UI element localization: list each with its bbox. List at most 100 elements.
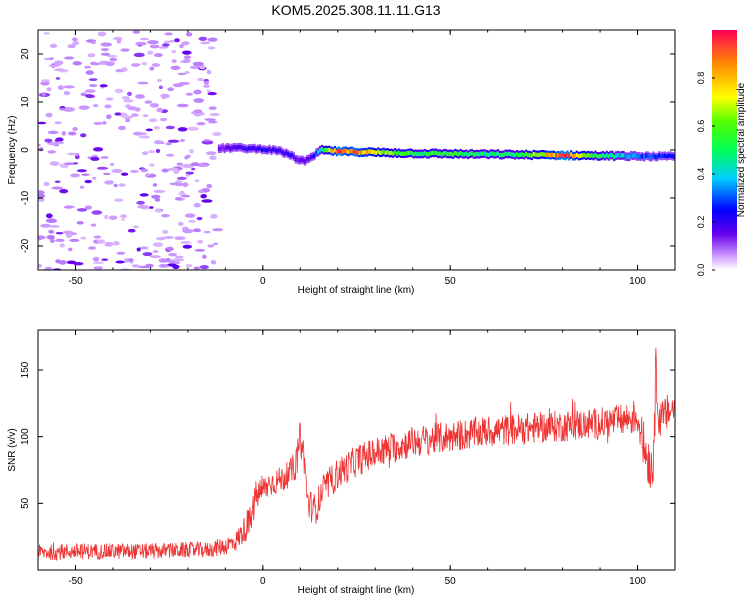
signal-trace-core [557,153,560,158]
signal-trace-core [631,153,635,158]
noise-speckle [104,180,114,185]
noise-speckle [48,229,55,234]
signal-trace-core [390,150,393,156]
signal-trace-core [309,155,312,160]
noise-speckle [64,205,74,209]
noise-speckle [92,256,100,262]
noise-speckle [59,243,65,248]
signal-trace-core [478,152,481,157]
colorbar-tick-label: 0.0 [696,264,706,277]
signal-trace-core [455,151,458,156]
signal-trace-core [343,148,346,153]
signal-trace-core [573,153,576,159]
noise-speckle [172,258,185,262]
signal-trace-core [663,153,666,158]
noise-speckle [208,106,217,110]
signal-trace-core [540,152,543,157]
noise-speckle [55,77,61,80]
signal-trace-core [457,152,460,157]
noise-speckle [43,32,51,35]
noise-speckle [173,171,180,174]
signal-trace-core [401,151,404,156]
signal-trace-core [474,152,477,157]
signal-trace-core [615,153,618,158]
noise-speckle [210,213,218,219]
signal-trace-core [609,152,612,158]
signal-trace-core [671,154,674,159]
noise-speckle [203,84,210,88]
noise-speckle [137,81,149,85]
noise-speckle [133,52,145,58]
noise-speckle [38,147,44,152]
noise-speckle [114,88,124,94]
noise-speckle [196,216,203,221]
noise-speckle [162,43,170,47]
noise-speckle [63,162,76,165]
signal-trace-core [545,152,548,157]
noise-speckle [149,163,155,167]
noise-speckle [66,152,78,156]
noise-speckle [165,142,172,146]
noise-speckle [49,57,54,60]
signal-trace-core [465,151,468,156]
signal-trace-core [502,152,505,157]
noise-speckle [192,228,201,233]
noise-speckle [178,221,184,226]
signal-trace-core [437,151,440,156]
spectrogram-ytick-label: -20 [20,238,31,253]
noise-speckle [200,41,211,45]
signal-trace-core [229,146,232,151]
signal-trace-core [311,154,314,159]
spectrogram-ticks: -50 0 50 100 -20 -10 0 10 20 [20,30,676,287]
signal-trace-core [626,154,629,159]
signal-trace-core [362,150,365,155]
noise-speckle [182,244,192,249]
signal-trace-core [528,152,532,158]
noise-speckle [90,156,100,161]
signal-trace-core [425,152,428,157]
colorbar-tick-label: 0.6 [696,120,706,133]
noise-speckle [156,107,164,113]
noise-speckle [107,54,118,58]
snr-panel: -50 0 50 100 50 100 150 Height of straight lin… [7,329,676,596]
noise-speckle [153,189,166,193]
noise-speckle [178,81,191,86]
signal-trace-core [543,152,547,157]
noise-speckle [168,253,178,257]
signal-trace-core [586,153,590,158]
noise-speckle [149,103,159,108]
signal-trace-core [590,153,593,158]
noise-speckle [156,237,166,241]
noise-speckle [125,118,131,123]
noise-speckle [193,202,201,208]
signal-trace-core [379,150,382,155]
noise-speckle [63,107,76,112]
noise-speckle [78,105,90,110]
noise-speckle [108,215,118,220]
noise-speckle [54,60,64,66]
noise-speckle [67,44,76,49]
noise-speckle [197,239,204,244]
noise-speckle [120,214,127,219]
noise-speckle [184,71,190,74]
signal-trace-core [240,145,243,150]
signal-trace-core [654,154,657,160]
noise-speckle [170,65,181,71]
noise-speckle [166,246,174,252]
signal-trace-core [523,153,526,158]
noise-speckle [66,260,77,265]
noise-speckle [104,104,112,109]
spectrogram-signal-trace [217,142,675,166]
noise-speckle [180,240,192,245]
signal-trace-core [354,150,357,155]
signal-trace-core [384,150,387,155]
noise-speckle [121,96,130,100]
signal-trace-core [605,152,608,158]
noise-speckle [51,186,64,190]
noise-speckle [38,190,45,195]
noise-speckle [182,182,189,188]
noise-speckle [64,56,75,60]
signal-trace-core [643,155,646,160]
signal-trace-core [470,151,473,156]
noise-speckle [210,260,217,265]
